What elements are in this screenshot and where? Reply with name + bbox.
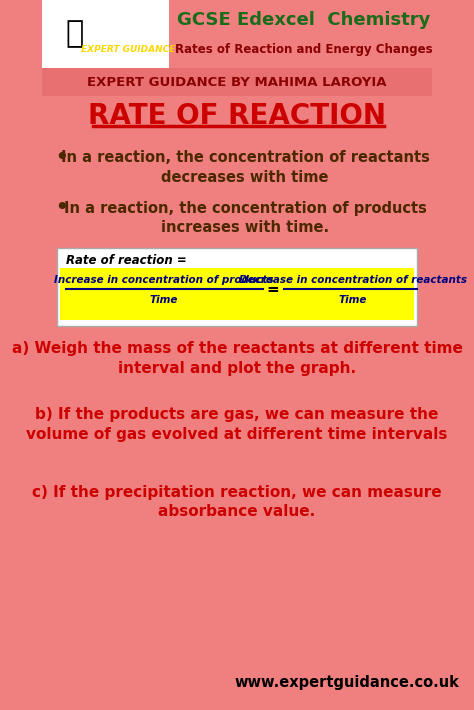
- Text: increases with time.: increases with time.: [161, 221, 329, 236]
- Text: volume of gas evolved at different time intervals: volume of gas evolved at different time …: [27, 427, 447, 442]
- Text: interval and plot the graph.: interval and plot the graph.: [118, 361, 356, 376]
- Text: Increase in concentration of products: Increase in concentration of products: [54, 275, 273, 285]
- Text: •: •: [54, 196, 69, 220]
- Text: EXPERT GUIDANCE BY MAHIMA LAROYIA: EXPERT GUIDANCE BY MAHIMA LAROYIA: [87, 75, 387, 89]
- Text: Time: Time: [339, 295, 367, 305]
- Text: RATE OF REACTION: RATE OF REACTION: [88, 102, 386, 130]
- Text: Rate of reaction =: Rate of reaction =: [66, 253, 187, 266]
- FancyBboxPatch shape: [60, 268, 414, 320]
- Text: c) If the precipitation reaction, we can measure: c) If the precipitation reaction, we can…: [32, 484, 442, 500]
- FancyBboxPatch shape: [42, 0, 169, 68]
- Text: Time: Time: [149, 295, 178, 305]
- Text: Rates of Reaction and Energy Changes: Rates of Reaction and Energy Changes: [175, 43, 433, 57]
- Text: b) If the products are gas, we can measure the: b) If the products are gas, we can measu…: [35, 408, 439, 422]
- Text: absorbance value.: absorbance value.: [158, 505, 316, 520]
- Text: Decrease in concentration of reactants: Decrease in concentration of reactants: [239, 275, 467, 285]
- Text: EXPERT GUIDANCE: EXPERT GUIDANCE: [81, 45, 175, 55]
- Text: decreases with time: decreases with time: [162, 170, 329, 185]
- Text: •: •: [54, 146, 69, 170]
- Text: www.expertguidance.co.uk: www.expertguidance.co.uk: [234, 674, 459, 689]
- Text: In a reaction, the concentration of products: In a reaction, the concentration of prod…: [64, 200, 427, 216]
- Text: In a reaction, the concentration of reactants: In a reaction, the concentration of reac…: [61, 151, 429, 165]
- Bar: [42, 68, 432, 96]
- Text: =: =: [267, 281, 280, 297]
- Text: 🎓: 🎓: [65, 19, 84, 48]
- Text: GCSE Edexcel  Chemistry: GCSE Edexcel Chemistry: [177, 11, 430, 29]
- Text: a) Weigh the mass of the reactants at different time: a) Weigh the mass of the reactants at di…: [11, 341, 463, 356]
- FancyBboxPatch shape: [56, 248, 418, 326]
